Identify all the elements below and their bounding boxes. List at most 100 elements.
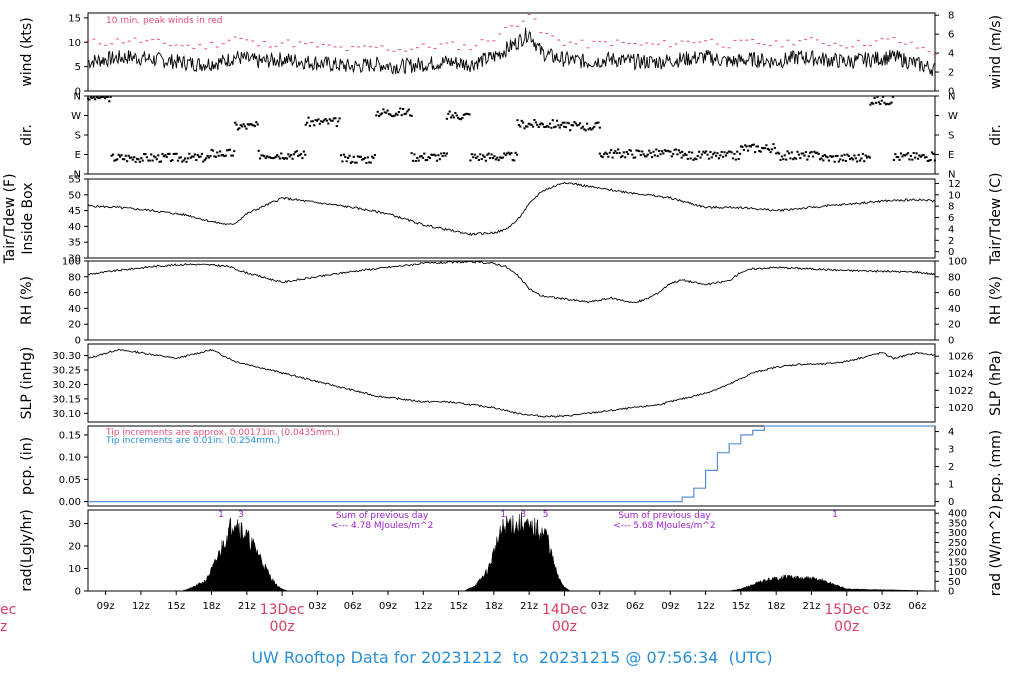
dir-point [308, 124, 312, 127]
dir-point [433, 153, 436, 156]
dir-point [656, 155, 659, 158]
dir-point [682, 154, 685, 157]
dir-point [94, 98, 97, 101]
ytick-right-temp: 10 [948, 190, 961, 201]
dir-point [435, 159, 439, 162]
dir-point [506, 152, 509, 155]
dir-point [245, 127, 248, 130]
dir-point [282, 157, 286, 160]
dir-point [593, 125, 596, 128]
ytick-left-pcp: 0.15 [59, 430, 81, 441]
dir-point [284, 157, 287, 160]
footer-to: to [512, 648, 529, 667]
dir-point [719, 154, 722, 157]
dir-point [619, 156, 623, 159]
dir-point [669, 150, 672, 153]
dir-point [152, 155, 156, 158]
dir-point [437, 154, 440, 157]
dir-point [674, 148, 678, 151]
dir-point [448, 110, 451, 113]
panel-frame-slp [87, 343, 936, 423]
dir-point [722, 155, 725, 158]
dir-point [452, 116, 456, 119]
dir-point [421, 156, 425, 159]
ytick-left-wind: 5 [75, 62, 81, 73]
dir-point [359, 155, 362, 158]
dir-point [646, 153, 649, 156]
dir-point [370, 155, 374, 158]
dir-point [213, 155, 216, 158]
dir-point [438, 158, 441, 161]
dir-point [605, 152, 608, 155]
dir-point [195, 159, 198, 162]
xtick-label: 12z [697, 601, 715, 612]
dir-point [911, 158, 914, 161]
dir-point [493, 155, 496, 158]
dir-point [541, 123, 544, 126]
dir-point [531, 125, 535, 128]
dir-point [523, 127, 526, 130]
dir-point [569, 129, 572, 132]
dir-point [754, 151, 757, 154]
dir-point [566, 121, 569, 124]
xtick-label: 15z [450, 601, 468, 612]
dir-point [130, 156, 133, 159]
dir-point [769, 151, 772, 154]
ytick-right-rh: 60 [948, 288, 961, 299]
dir-point [598, 126, 601, 129]
dir-point [933, 159, 936, 162]
dir-point [431, 153, 434, 156]
ytick-left-dir: E [75, 150, 81, 161]
dir-point [759, 150, 762, 153]
dir-point [257, 149, 260, 152]
dir-point [645, 155, 648, 158]
dir-point [707, 157, 711, 160]
dir-point [816, 151, 819, 154]
dir-point [186, 157, 189, 160]
dir-point [473, 153, 476, 156]
day-time-label-cut: z [0, 619, 7, 635]
dir-point [800, 152, 803, 155]
dir-point [872, 102, 875, 105]
dir-point [510, 152, 513, 155]
dir-point [663, 149, 666, 152]
dir-point [793, 156, 796, 159]
footer-title: UW Rooftop Data for 20231212 to 20231215… [0, 648, 1024, 667]
dir-point [846, 153, 849, 156]
dir-point [906, 152, 910, 155]
dir-point [882, 95, 885, 98]
dir-point [465, 112, 468, 115]
dir-point [363, 156, 367, 159]
dir-point [748, 144, 751, 147]
dir-point [226, 149, 229, 152]
dir-point [897, 156, 900, 159]
dir-point [586, 122, 589, 125]
dir-point [677, 149, 680, 152]
ytick-left-wind: 15 [68, 13, 81, 24]
dir-point [736, 150, 739, 153]
xtick-label: 18z [767, 601, 785, 612]
dir-point [746, 149, 750, 152]
dir-point [554, 125, 557, 128]
dir-point [261, 154, 265, 157]
rad-annotation: <--- 5.68 MJoules/m^2 [613, 521, 715, 531]
dir-point [533, 119, 536, 122]
ylabel-right-pcp: pcp. (mm) [988, 430, 1004, 503]
ytick-left-slp: 30.20 [52, 380, 81, 391]
dir-point [474, 156, 478, 159]
dir-point [497, 159, 500, 162]
ytick-left-pcp: 0.00 [59, 497, 81, 508]
dir-point [817, 152, 820, 155]
dir-point [477, 158, 480, 161]
dir-point [756, 145, 760, 148]
ytick-right-rh: 80 [948, 272, 961, 283]
dir-point [749, 145, 752, 148]
dir-point [766, 147, 769, 150]
dir-point [317, 118, 320, 121]
dir-point [796, 150, 799, 153]
dir-point [548, 122, 552, 125]
dir-point [631, 153, 634, 156]
dir-point [444, 154, 447, 157]
dir-point [209, 154, 212, 157]
dir-point [536, 123, 539, 126]
